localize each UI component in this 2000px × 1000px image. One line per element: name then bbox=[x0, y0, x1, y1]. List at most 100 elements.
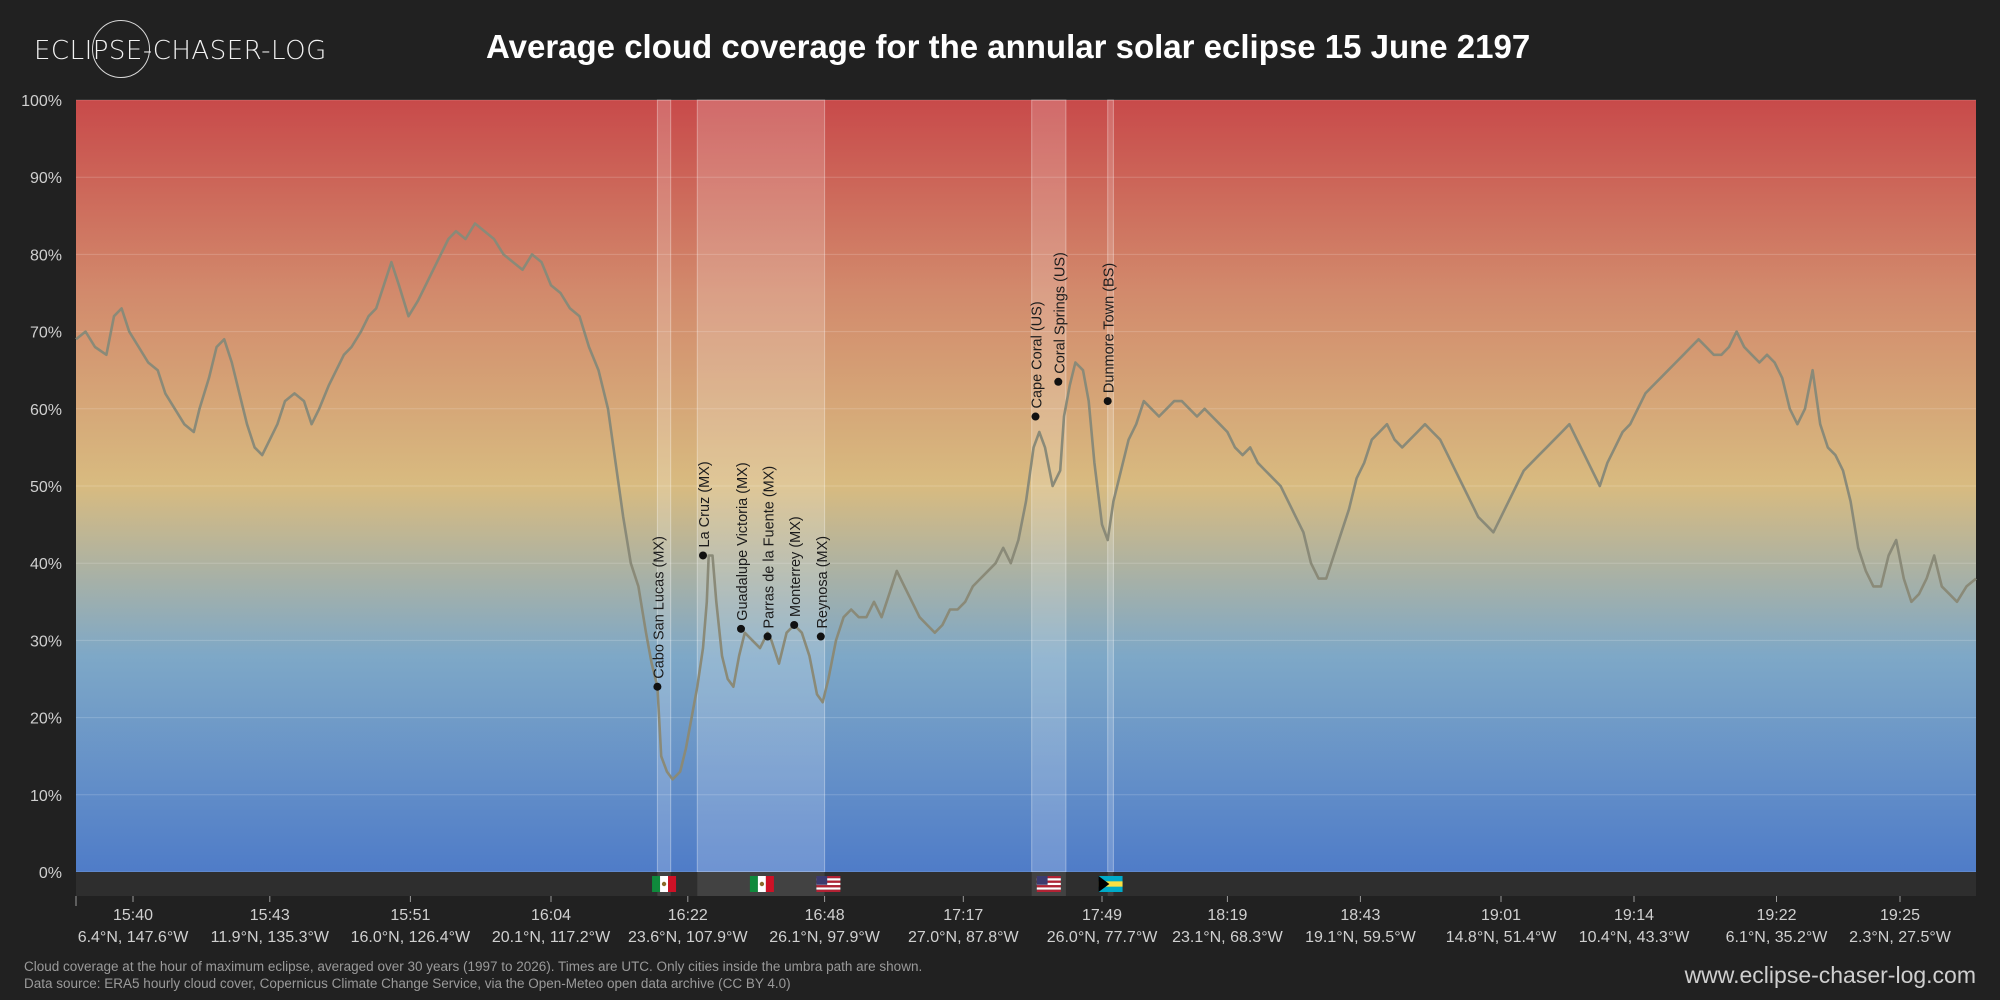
x-tick-time: 16:22 bbox=[668, 907, 708, 924]
logo[interactable]: ECLIPSE-CHASER-LOG bbox=[30, 18, 350, 82]
y-tick-label: 80% bbox=[30, 247, 62, 264]
us-flag-icon bbox=[816, 876, 841, 892]
flag-part bbox=[1098, 876, 1110, 892]
x-tick-time: 17:17 bbox=[943, 907, 983, 924]
city-label: La Cruz (MX) bbox=[697, 461, 713, 547]
bs-flag-icon bbox=[1098, 876, 1123, 892]
header: ECLIPSE-CHASER-LOG Average cloud coverag… bbox=[0, 0, 2000, 100]
city-marker bbox=[737, 624, 745, 633]
umbra-band bbox=[1107, 99, 1114, 873]
x-tick-coordinates: 19.1°N, 59.5°W bbox=[1305, 929, 1417, 946]
flag-part bbox=[1036, 887, 1061, 890]
y-tick-label: 0% bbox=[39, 865, 62, 882]
x-tick-time: 19:14 bbox=[1614, 907, 1654, 924]
x-tick-time: 18:43 bbox=[1340, 907, 1380, 924]
x-tick-coordinates: 26.1°N, 97.9°W bbox=[769, 929, 881, 946]
x-tick-coordinates: 10.4°N, 43.3°W bbox=[1579, 929, 1691, 946]
x-tick-time: 15:51 bbox=[390, 907, 430, 924]
y-tick-label: 40% bbox=[30, 556, 62, 573]
city-marker bbox=[1054, 377, 1063, 386]
x-tick-coordinates: 27.0°N, 87.8°W bbox=[908, 929, 1020, 946]
x-tick-coordinates: 6.4°N, 147.6°W bbox=[78, 929, 190, 946]
logo-ring-icon bbox=[92, 20, 150, 78]
umbra-band bbox=[1031, 99, 1067, 873]
flag-part bbox=[668, 876, 677, 892]
flag-part bbox=[816, 882, 841, 886]
city-label: Parras de la Fuente (MX) bbox=[762, 466, 778, 629]
flag-part bbox=[816, 876, 841, 879]
city-label: Monterrey (MX) bbox=[788, 516, 804, 617]
x-tick-time: 15:43 bbox=[250, 907, 290, 924]
cloud-coverage-chart: 0% 10% 20% 30% 40% 50% 60% 70% 80% 90% 100% 15:40 6.… bbox=[21, 93, 1977, 946]
x-tick-coordinates: 23.1°N, 68.3°W bbox=[1172, 929, 1284, 946]
flag-part bbox=[816, 880, 841, 883]
flag-part bbox=[759, 881, 765, 887]
flag-part bbox=[749, 876, 758, 892]
x-tick-coordinates: 23.6°N, 107.9°W bbox=[628, 929, 748, 946]
x-tick-time: 19:22 bbox=[1756, 907, 1796, 924]
city-label: Cape Coral (US) bbox=[1030, 301, 1046, 408]
coverage-gradient-background bbox=[76, 100, 1976, 872]
x-tick-coordinates: 26.0°N, 77.7°W bbox=[1047, 929, 1159, 946]
flag-part bbox=[816, 876, 828, 885]
flag-part bbox=[765, 876, 774, 892]
city-label: Coral Springs (US) bbox=[1052, 252, 1068, 374]
umbra-band bbox=[696, 99, 826, 873]
y-tick-label: 60% bbox=[30, 402, 62, 419]
flag-part bbox=[816, 878, 841, 881]
flag-part bbox=[1036, 882, 1061, 886]
y-tick-label: 20% bbox=[30, 711, 62, 728]
x-tick-coordinates: 2.3°N, 27.5°W bbox=[1849, 929, 1952, 946]
city-label: Guadalupe Victoria (MX) bbox=[735, 462, 751, 621]
flag-part bbox=[1036, 885, 1061, 888]
x-tick-time: 19:01 bbox=[1481, 907, 1521, 924]
y-tick-label: 30% bbox=[30, 633, 62, 650]
city-marker bbox=[816, 632, 825, 641]
footnote: Cloud coverage at the hour of maximum ec… bbox=[24, 958, 922, 992]
logo-text: ECLIPSE-CHASER-LOG bbox=[34, 36, 327, 66]
umbra-band bbox=[656, 99, 672, 873]
city-marker bbox=[1031, 412, 1040, 421]
city-marker bbox=[653, 682, 662, 691]
x-tick-coordinates: 11.9°N, 135.3°W bbox=[211, 929, 330, 946]
city-label: Cabo San Lucas (MX) bbox=[651, 536, 667, 679]
x-tick-time: 16:04 bbox=[531, 907, 571, 924]
x-tick-coordinates: 6.1°N, 35.2°W bbox=[1726, 929, 1829, 946]
x-tick-time: 15:40 bbox=[113, 907, 153, 924]
flag-part bbox=[1036, 889, 1061, 892]
flag-part bbox=[1036, 876, 1061, 879]
plot-area: 0% 10% 20% 30% 40% 50% 60% 70% 80% 90% 100% 15:40 6.… bbox=[21, 93, 1977, 946]
y-tick-label: 50% bbox=[30, 479, 62, 496]
flag-part bbox=[1098, 881, 1123, 887]
x-tick-time: 18:19 bbox=[1207, 907, 1247, 924]
country-strip bbox=[76, 872, 1976, 896]
flag-part bbox=[816, 889, 841, 892]
flag-part bbox=[1036, 878, 1061, 881]
footnote-line-1: Cloud coverage at the hour of maximum ec… bbox=[24, 959, 923, 974]
x-tick-coordinates: 14.8°N, 51.4°W bbox=[1446, 929, 1558, 946]
flag-part bbox=[652, 876, 661, 892]
city-marker bbox=[699, 551, 707, 560]
us-flag-icon bbox=[1036, 876, 1061, 892]
y-tick-label: 70% bbox=[30, 325, 62, 342]
x-tick-time: 17:49 bbox=[1082, 907, 1122, 924]
city-marker bbox=[1103, 397, 1112, 406]
y-tick-label: 100% bbox=[21, 93, 62, 110]
x-tick-coordinates: 20.1°N, 117.2°W bbox=[492, 929, 611, 946]
flag-part bbox=[661, 881, 667, 887]
x-tick-time: 16:48 bbox=[805, 907, 845, 924]
y-tick-label: 90% bbox=[30, 170, 62, 187]
mx-flag-icon bbox=[749, 876, 774, 892]
footnote-line-2: Data source: ERA5 hourly cloud cover, Co… bbox=[24, 976, 791, 991]
x-tick-time: 19:25 bbox=[1880, 907, 1920, 924]
chart-title: Average cloud coverage for the annular s… bbox=[486, 28, 1531, 65]
flag-part bbox=[816, 887, 841, 890]
cloud-coverage-line bbox=[75, 222, 1977, 781]
x-tick-coordinates: 16.0°N, 126.4°W bbox=[351, 929, 471, 946]
city-label: Reynosa (MX) bbox=[815, 536, 831, 629]
mx-flag-icon bbox=[652, 876, 677, 892]
y-tick-label: 10% bbox=[30, 788, 62, 805]
flag-part bbox=[816, 885, 841, 888]
site-url[interactable]: www.eclipse-chaser-log.com bbox=[1684, 962, 1976, 988]
city-label: Dunmore Town (BS) bbox=[1102, 263, 1118, 393]
